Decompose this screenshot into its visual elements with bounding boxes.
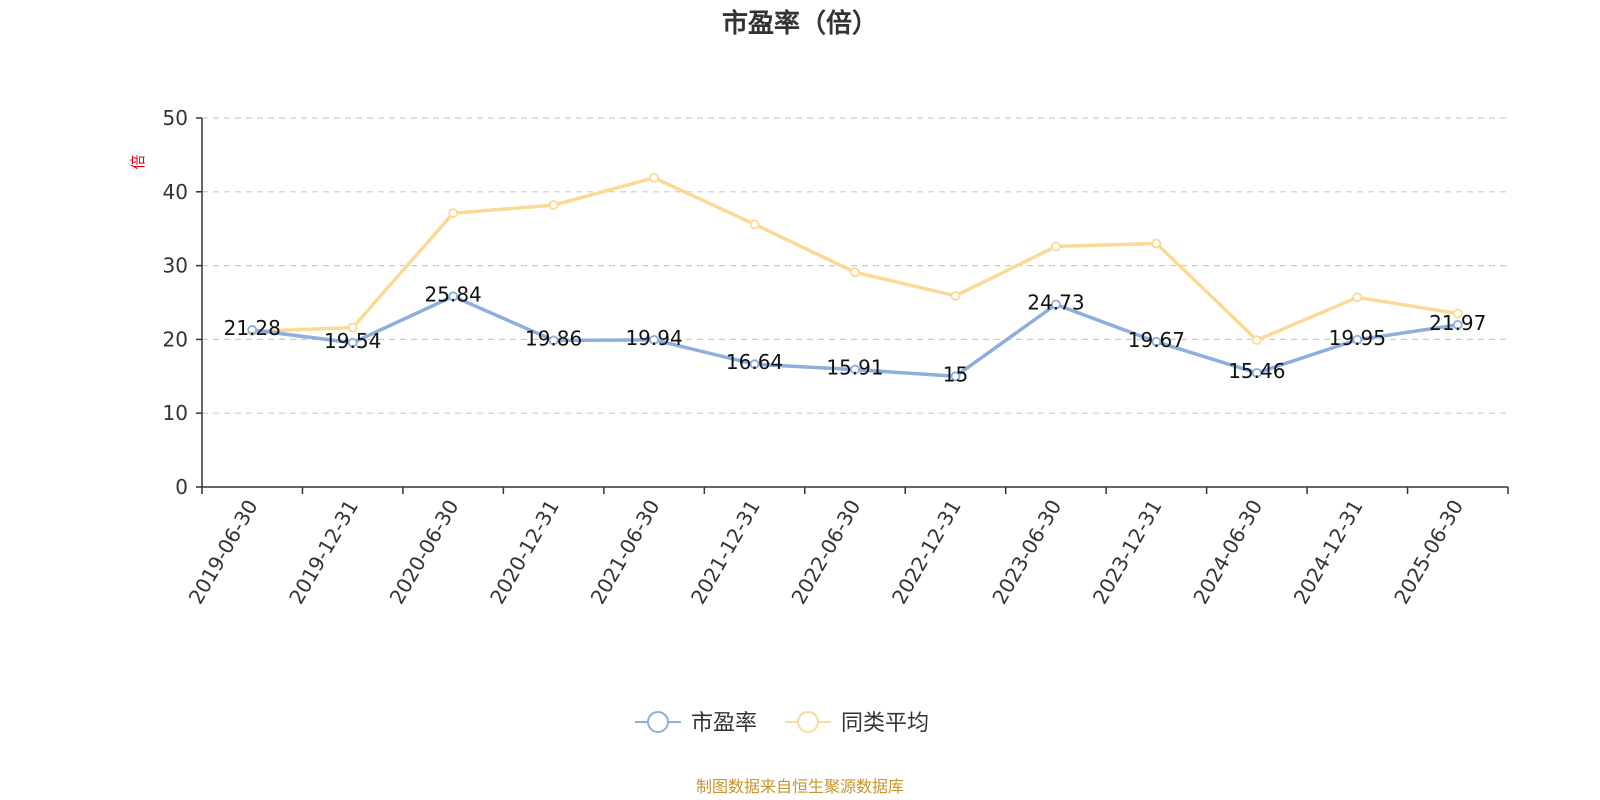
data-label: 15.46 (1228, 359, 1285, 383)
data-label: 25.84 (425, 282, 482, 306)
series-point (448, 291, 459, 302)
x-tick-label: 2020-06-30 (385, 495, 464, 608)
series-point (1251, 368, 1262, 378)
series-point (649, 172, 659, 183)
series-point (850, 267, 860, 278)
x-tick-label: 2021-06-30 (586, 496, 665, 609)
data-label: 21.28 (224, 316, 281, 340)
y-tick-label: 0 (175, 475, 188, 499)
series-point (1352, 292, 1363, 303)
x-tick-label: 2019-06-30 (184, 496, 263, 609)
y-tick-label: 20 (163, 327, 188, 351)
data-label: 15.91 (826, 356, 883, 380)
x-tick-label: 2019-12-31 (284, 496, 363, 609)
series-point (247, 325, 258, 335)
x-tick-label: 2023-06-30 (987, 496, 1066, 609)
series-point (950, 290, 961, 301)
data-label: 21.97 (1429, 311, 1486, 335)
y-tick-label: 40 (163, 180, 188, 204)
data-labels: 21.28 19.54 25.84 19.86 19.94 16.64 15.91 15 24.… (224, 282, 1487, 386)
data-label: 19.94 (625, 326, 682, 350)
series-point (1452, 308, 1463, 319)
data-label: 19.95 (1329, 326, 1386, 350)
x-tick-label: 2022-06-30 (786, 496, 865, 609)
data-label: 19.86 (525, 326, 582, 350)
x-tick-label: 2025-06-30 (1389, 496, 1468, 609)
series-point (850, 364, 860, 375)
data-label: 15 (943, 362, 968, 386)
series-point (749, 359, 760, 370)
y-tick-label: 30 (163, 254, 188, 278)
series-point (1151, 238, 1162, 249)
data-label: 19.67 (1128, 328, 1185, 352)
data-label: 24.73 (1027, 290, 1084, 314)
x-tick-label: 2023-12-31 (1088, 496, 1167, 609)
series-point (548, 335, 559, 346)
series-point (1151, 336, 1162, 347)
y-axis-unit-label: 倍 (129, 154, 147, 169)
series-point (1051, 299, 1061, 310)
legend-label: 市盈率 (691, 711, 757, 736)
y-axis: 0 10 20 30 40 50 (163, 106, 203, 499)
x-tick-label: 2022-12-31 (887, 496, 966, 609)
grid-lines (202, 117, 1508, 414)
legend: 市盈率 同类平均 (635, 711, 929, 736)
series-point (1251, 335, 1262, 346)
series-point (649, 334, 659, 345)
series-point (448, 208, 459, 219)
series-point (1352, 334, 1363, 345)
series-point (1051, 241, 1061, 252)
data-label: 16.64 (726, 350, 783, 374)
chart-title: 市盈率（倍） (722, 8, 878, 39)
y-tick-label: 10 (163, 401, 188, 425)
series-group (247, 172, 1463, 382)
legend-swatch-marker (797, 711, 819, 733)
series-point (950, 371, 961, 382)
x-tick-label: 2021-12-31 (686, 496, 765, 609)
x-tick-label: 2024-06-30 (1188, 496, 1267, 609)
series-line (250, 176, 1460, 342)
series-point (1452, 319, 1463, 330)
legend-swatch-marker (647, 711, 669, 733)
source-note: 制图数据来自恒生聚源数据库 (696, 777, 904, 796)
x-axis: 2019-06-30 2019-12-31 2020-06-30 2020-12-31… (184, 486, 1509, 609)
series-point (749, 219, 760, 230)
y-tick-label: 50 (163, 106, 188, 130)
data-label: 19.54 (324, 329, 381, 353)
series-point (347, 322, 358, 333)
series-point (548, 200, 559, 210)
series-point (347, 337, 358, 348)
legend-label: 同类平均 (841, 711, 929, 736)
x-tick-label: 2020-12-31 (485, 496, 564, 609)
x-tick-label: 2024-12-31 (1289, 496, 1368, 609)
